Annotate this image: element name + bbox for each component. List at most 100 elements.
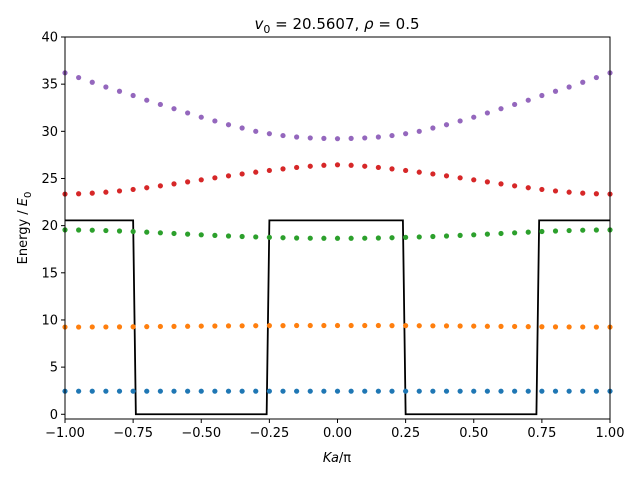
band-1-point — [362, 388, 368, 394]
band-3-point — [348, 235, 354, 241]
band-1-point — [116, 388, 123, 394]
x-tick-label: −1.00 — [45, 426, 85, 441]
band-5-point — [144, 97, 150, 103]
band-3-point — [171, 230, 177, 237]
band-5-point — [76, 74, 82, 81]
title-v-subscript: 0 — [263, 23, 270, 36]
potential-layer — [65, 219, 610, 416]
band-5-point — [253, 128, 259, 134]
y-label-symbol: E — [16, 197, 31, 206]
band-2-point — [403, 323, 409, 329]
band-4-point — [307, 163, 313, 169]
y-axis-label: Energy / E0 — [16, 192, 34, 265]
y-tick-label: 5 — [50, 361, 58, 376]
band-2-point — [280, 323, 286, 329]
band-4-point — [144, 185, 150, 191]
band-2-point — [76, 324, 82, 330]
band-5-point — [389, 132, 395, 139]
band-1-point — [484, 388, 490, 394]
band-3-point — [512, 230, 518, 236]
chart-title: v0 = 20.5607, ρ = 0.5 — [254, 15, 419, 36]
band-4-point — [171, 181, 177, 187]
band-5-point — [457, 118, 463, 124]
band-4-point — [266, 167, 272, 174]
band-1-point — [321, 388, 327, 394]
band-4-point — [403, 167, 409, 174]
band-4-point — [566, 189, 572, 195]
band-5-point — [430, 125, 436, 131]
band-5-point — [539, 92, 545, 99]
x-axis-ticks: −1.00 −0.75 −0.50 −0.25 0.00 0.25 0.50 0.75 1.00 — [45, 419, 624, 441]
band-2-point — [362, 322, 368, 329]
band-2-point — [321, 322, 327, 329]
band-5-point — [348, 135, 354, 141]
band-3-point — [294, 235, 300, 241]
band-3-point — [471, 232, 477, 238]
band-5-point — [103, 84, 109, 90]
x-label-symbol-a: a — [331, 451, 339, 466]
band-4-point — [334, 162, 341, 168]
band-2-point — [389, 323, 395, 329]
title-rho-value: = 0.5 — [374, 15, 420, 33]
band-2-point — [294, 322, 300, 329]
band-5-point — [294, 134, 300, 140]
band-5-point — [198, 114, 204, 120]
band-3-point — [144, 229, 150, 235]
band-4-point — [362, 163, 368, 169]
band-2-point — [89, 324, 95, 330]
band-1-point — [430, 388, 436, 394]
band-2-point — [116, 324, 123, 330]
band-4-point — [76, 191, 82, 197]
band-3-point — [539, 228, 545, 235]
band-1-point — [416, 388, 422, 394]
band-4-point — [512, 183, 518, 189]
band-2-point — [566, 324, 572, 330]
x-tick-label: 0.75 — [527, 426, 556, 441]
band-1-point — [403, 388, 409, 394]
band-5-point — [512, 101, 518, 108]
band-2-point — [239, 323, 245, 329]
band-4-point — [498, 181, 504, 187]
band-5-point — [484, 110, 490, 116]
y-tick-label: 40 — [41, 31, 58, 46]
x-tick-label: −0.50 — [181, 426, 221, 441]
band-5-point — [580, 79, 586, 85]
band-1-point — [212, 388, 218, 394]
band-5-point — [171, 106, 177, 112]
band-5-point — [443, 122, 450, 128]
x-tick-label: −0.75 — [113, 426, 153, 441]
band-5-point — [185, 110, 191, 116]
band-3-point — [430, 233, 436, 240]
x-axis-label: Ka/π — [323, 451, 351, 466]
band-4-point — [89, 190, 95, 196]
band-2-point — [144, 324, 150, 330]
band-4-point — [185, 179, 191, 185]
band-1-point — [294, 388, 300, 394]
band-4-point — [198, 177, 204, 183]
band-5-point — [225, 122, 232, 128]
band-2-point — [512, 323, 518, 330]
band-5-point — [116, 88, 123, 94]
band-5-point — [89, 79, 95, 85]
band-2-point — [334, 322, 341, 329]
band-1-point — [307, 388, 313, 394]
band-1-point — [552, 388, 559, 394]
band-1-series — [62, 388, 613, 394]
band-1-point — [171, 388, 177, 394]
y-tick-label: 30 — [41, 125, 58, 140]
x-tick-label: −0.25 — [249, 426, 289, 441]
band-2-point — [552, 324, 559, 330]
band-5-point — [498, 106, 504, 112]
band-2-series — [62, 322, 613, 330]
band-3-point — [307, 235, 313, 241]
band-5-point — [471, 114, 477, 120]
band-5-point — [307, 135, 313, 141]
title-v-symbol: v — [254, 15, 264, 33]
band-3-series — [62, 227, 613, 241]
y-tick-label: 15 — [41, 266, 58, 281]
band-3-point — [157, 230, 163, 236]
band-3-point — [116, 228, 123, 234]
band-2-point — [498, 323, 504, 329]
band-3-point — [103, 227, 109, 234]
